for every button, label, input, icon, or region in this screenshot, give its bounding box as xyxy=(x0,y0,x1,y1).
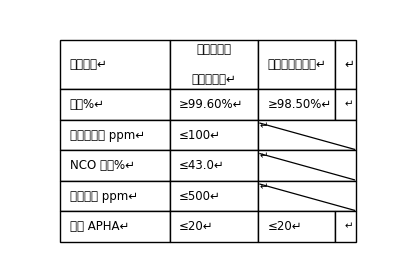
Bar xyxy=(258,150,355,181)
Bar xyxy=(60,181,169,211)
Bar xyxy=(169,120,258,150)
Text: ≥99.60%↵: ≥99.60%↵ xyxy=(179,98,243,111)
Text: ↵: ↵ xyxy=(259,182,268,192)
Bar xyxy=(169,89,258,120)
Text: ≤43.0↵: ≤43.0↵ xyxy=(179,159,224,172)
Text: ↵: ↵ xyxy=(344,222,353,232)
Bar xyxy=(335,40,355,89)
Bar xyxy=(258,120,355,150)
Text: ↵: ↵ xyxy=(259,121,268,131)
Bar xyxy=(258,181,355,211)
Bar xyxy=(60,120,169,150)
Bar xyxy=(60,89,169,120)
Bar xyxy=(335,89,355,120)
Bar xyxy=(169,40,258,89)
Bar xyxy=(258,40,335,89)
Bar xyxy=(258,211,335,242)
Bar xyxy=(169,211,258,242)
Text: ≥98.50%↵: ≥98.50%↵ xyxy=(267,98,331,111)
Text: 色度 APHA↵: 色度 APHA↵ xyxy=(70,220,129,233)
Bar xyxy=(258,89,335,120)
Bar xyxy=(169,181,258,211)
Bar xyxy=(60,40,169,89)
Bar xyxy=(335,211,355,242)
Text: NCO 含量%↵: NCO 含量%↵ xyxy=(70,159,134,172)
Text: ≤500↵: ≤500↵ xyxy=(179,190,220,203)
Text: 苯二亚甲基

二异氰酸酯↵: 苯二亚甲基 二异氰酸酯↵ xyxy=(191,43,236,86)
Text: 总氯含量 ppm↵: 总氯含量 ppm↵ xyxy=(70,190,137,203)
Bar xyxy=(60,150,169,181)
Text: ↵: ↵ xyxy=(344,100,353,110)
Text: 指标名称↵: 指标名称↵ xyxy=(70,58,107,71)
Text: ≤100↵: ≤100↵ xyxy=(179,129,220,142)
Text: ↵: ↵ xyxy=(344,58,354,71)
Text: 水解氯含量 ppm↵: 水解氯含量 ppm↵ xyxy=(70,129,145,142)
Text: 纯度%↵: 纯度%↵ xyxy=(70,98,104,111)
Text: ≤20↵: ≤20↵ xyxy=(267,220,302,233)
Bar xyxy=(169,150,258,181)
Bar xyxy=(60,211,169,242)
Text: ↵: ↵ xyxy=(259,151,268,162)
Text: 低沸点有机溶剂↵: 低沸点有机溶剂↵ xyxy=(267,58,326,71)
Text: ≤20↵: ≤20↵ xyxy=(179,220,213,233)
